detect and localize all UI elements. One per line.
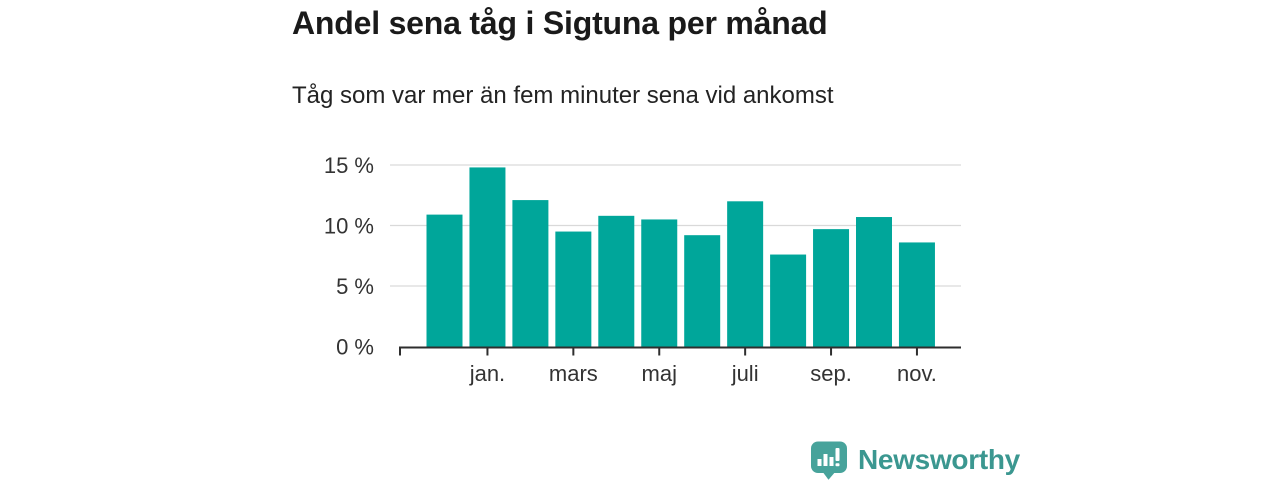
bar-okt. [856,217,892,347]
brand-footer: Newsworthy [809,440,1020,480]
bar-juli [727,201,764,347]
y-tick-label-0: 0 % [336,335,374,360]
brand-name: Newsworthy [858,444,1020,475]
bar-dec. [426,214,463,347]
bar-maj [641,219,678,347]
x-tick-label-maj: maj [642,361,677,386]
bar-juni [684,235,721,347]
bar-sep. [813,229,850,347]
bar-mars [555,231,592,347]
x-tick-label-nov.: nov. [897,361,937,386]
x-tick-label-juli: juli [731,361,759,386]
bar-apr. [598,215,635,347]
x-tick-label-jan.: jan. [469,361,505,386]
logo-glyph [811,441,847,480]
bar-jan. [469,167,506,347]
chart-subtitle: Tåg som var mer än fem minuter sena vid … [292,82,834,109]
bar-feb. [512,200,549,347]
chart-title: Andel sena tåg i Sigtuna per månad [292,5,828,41]
x-tick-label-sep.: sep. [810,361,852,386]
y-tick-label-15: 15 % [324,153,374,178]
bar-nov. [898,242,935,347]
newsworthy-logo-icon [811,441,847,480]
bar-aug. [770,254,807,347]
x-tick-label-mars: mars [549,361,598,386]
y-tick-label-5: 5 % [336,274,374,299]
y-tick-label-10: 10 % [324,214,374,239]
